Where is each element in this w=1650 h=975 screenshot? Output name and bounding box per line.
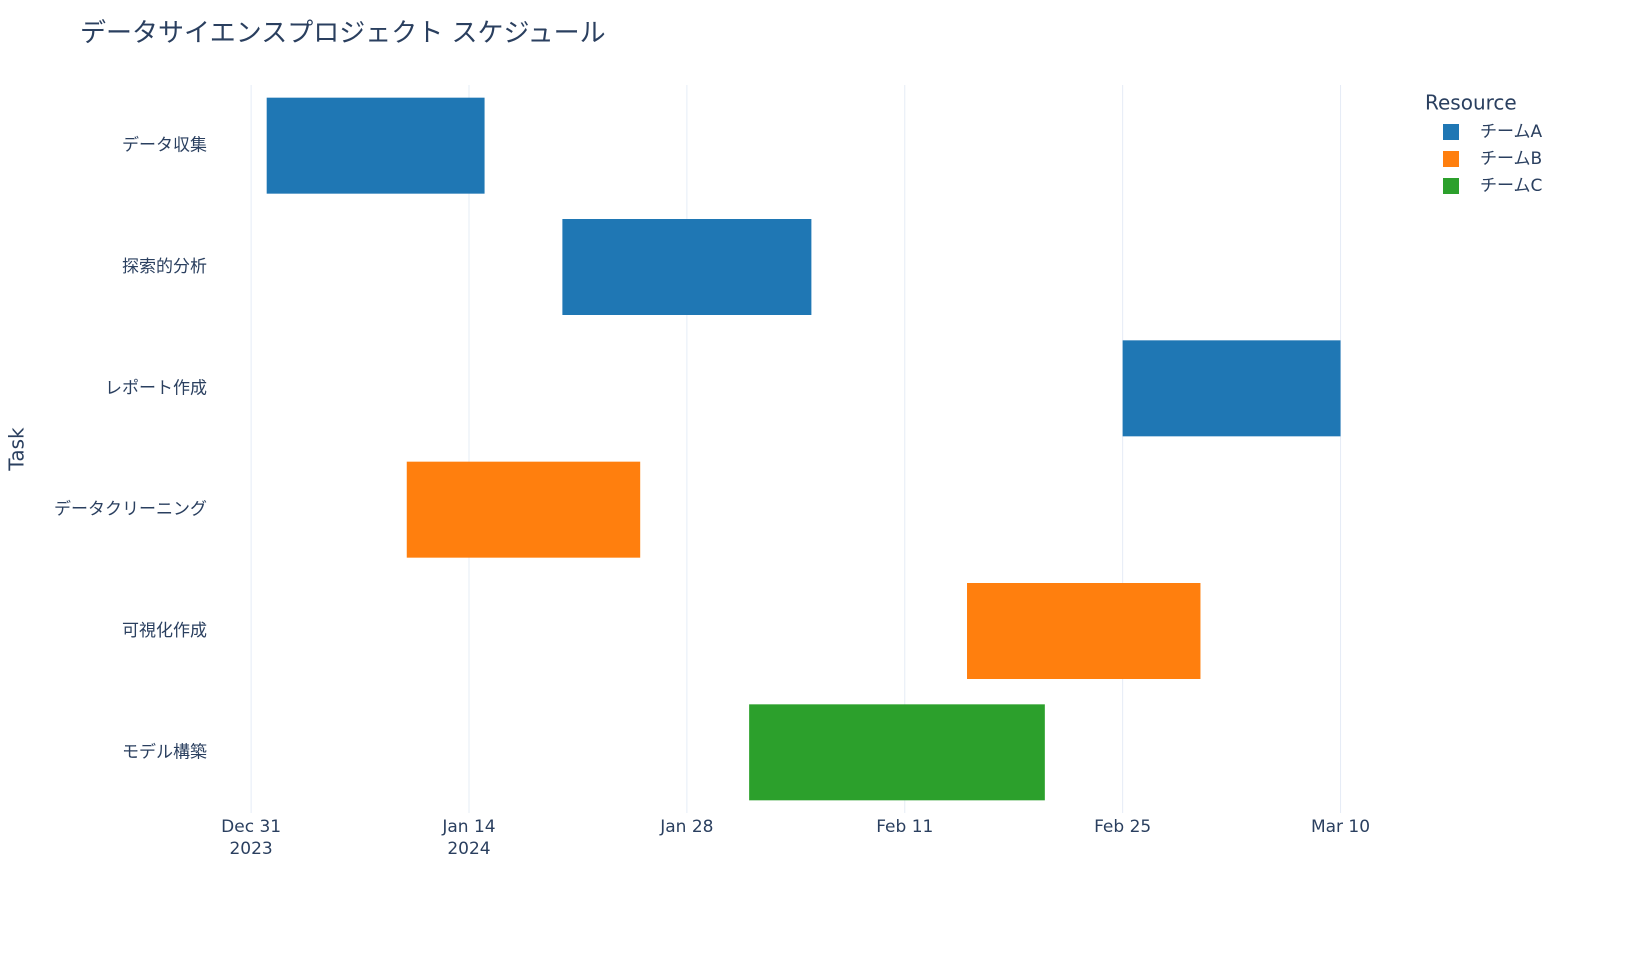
y-tick-label: 可視化作成: [122, 621, 207, 641]
x-tick-label: Jan 28: [659, 817, 713, 837]
legend-swatch: [1443, 151, 1459, 167]
legend-label: チームC: [1480, 176, 1542, 196]
y-tick-label: データ収集: [122, 135, 207, 156]
chart-title: データサイエンスプロジェクト スケジュール: [80, 19, 606, 49]
task-bar: [1122, 340, 1341, 437]
y-tick-label: 探索的分析: [122, 257, 207, 277]
task-bar: [406, 461, 641, 558]
y-tick-label: レポート作成: [105, 378, 207, 398]
y-tick-label: データクリーニング: [54, 499, 207, 520]
x-tick-label: Dec 31 2023: [221, 817, 281, 859]
y-axis-label: Task: [5, 427, 29, 472]
y-tick-label: モデル構築: [122, 741, 207, 762]
x-tick-label: Feb 11: [876, 817, 933, 837]
legend-label: チームB: [1480, 149, 1542, 169]
legend-title: Resource: [1425, 91, 1517, 115]
task-bar: [562, 219, 812, 315]
task-bar: [967, 583, 1201, 679]
legend-swatch: [1443, 178, 1459, 194]
x-tick-label: Feb 25: [1094, 817, 1151, 837]
task-bar: [266, 97, 485, 194]
x-tick-label: Mar 10: [1311, 817, 1370, 837]
task-bar: [749, 704, 1045, 801]
x-tick-label: Jan 14 2024: [441, 817, 495, 859]
legend-swatch: [1443, 124, 1459, 140]
legend-label: チームA: [1480, 122, 1542, 142]
